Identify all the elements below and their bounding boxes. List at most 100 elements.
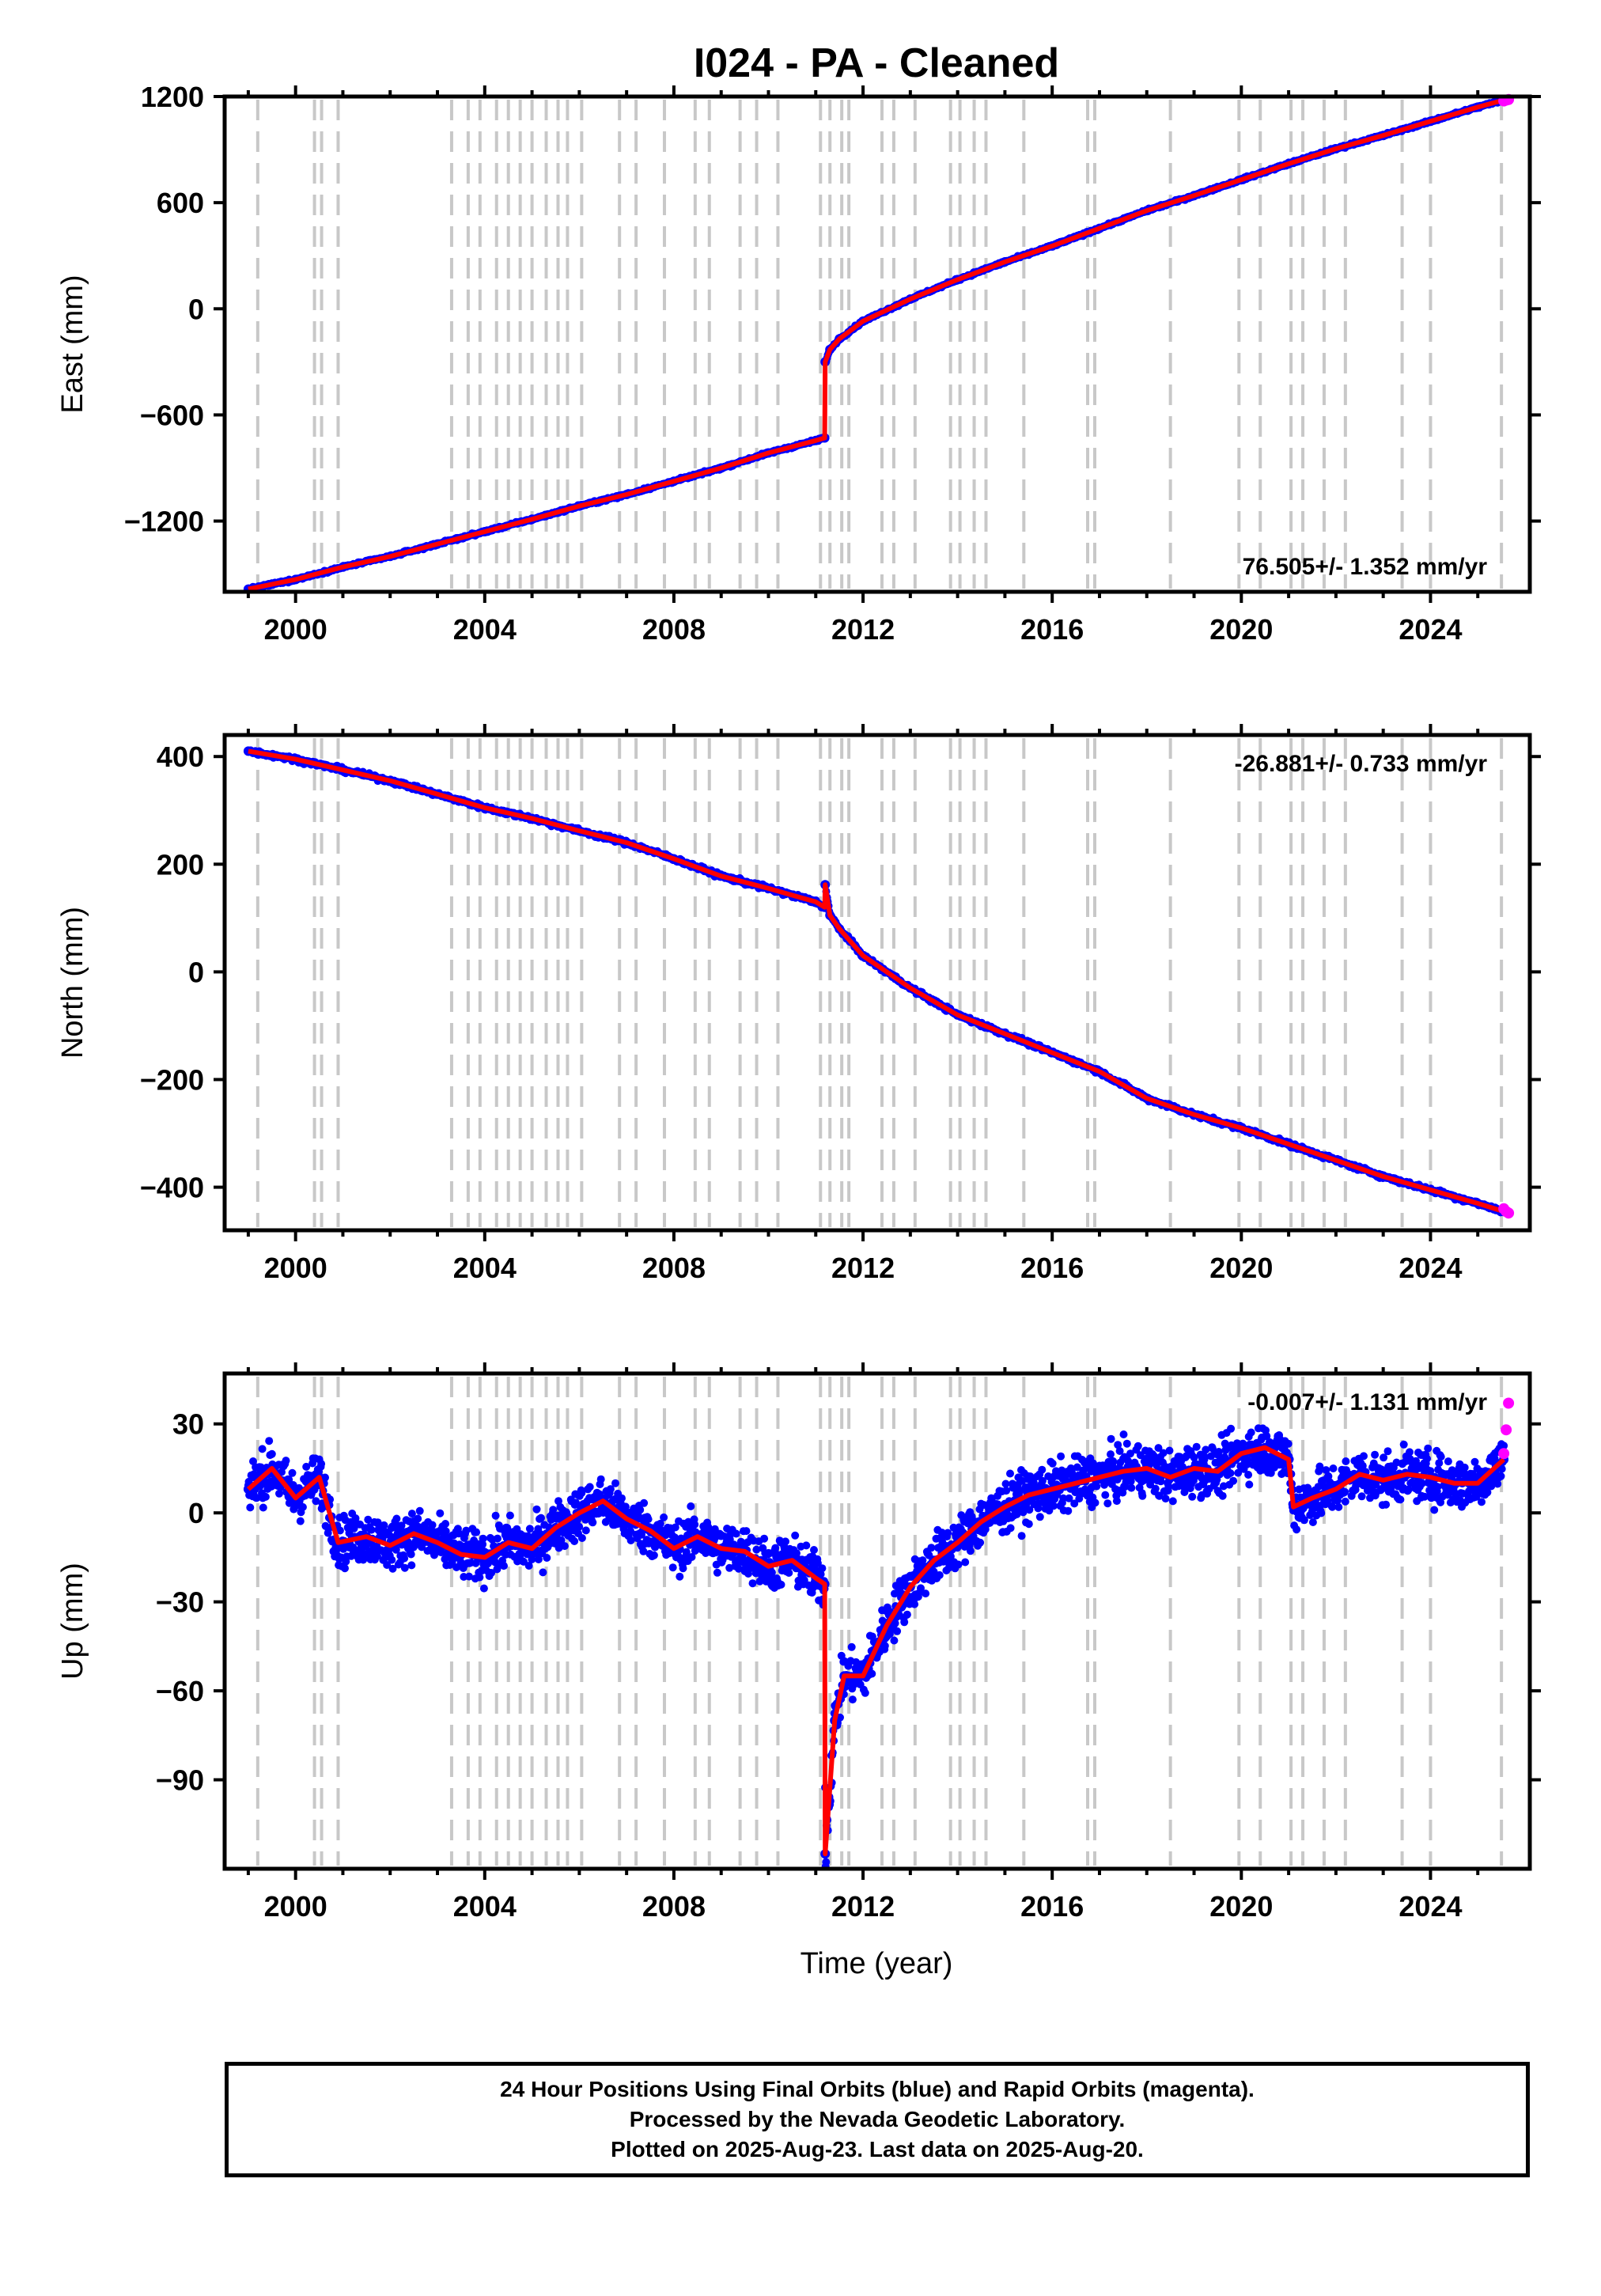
data-point bbox=[679, 1564, 687, 1573]
data-point bbox=[543, 1554, 551, 1562]
y-tick-label: 200 bbox=[157, 848, 204, 881]
data-point bbox=[668, 1563, 677, 1572]
data-point bbox=[660, 1513, 668, 1521]
data-point bbox=[259, 1503, 267, 1512]
x-tick-label: 2000 bbox=[264, 1252, 327, 1284]
data-point bbox=[618, 1494, 626, 1502]
data-point bbox=[922, 1589, 930, 1598]
data-point bbox=[296, 1517, 305, 1525]
data-point bbox=[288, 1468, 297, 1477]
data-point bbox=[282, 1457, 290, 1465]
data-point bbox=[407, 1561, 416, 1570]
data-point bbox=[927, 1544, 936, 1552]
data-point bbox=[596, 1475, 605, 1483]
data-point bbox=[407, 1550, 415, 1559]
data-point bbox=[560, 1542, 569, 1551]
data-point bbox=[732, 1529, 740, 1538]
data-point bbox=[791, 1531, 800, 1540]
data-point bbox=[848, 1695, 857, 1704]
data-point bbox=[900, 1618, 909, 1627]
x-tick-label: 2000 bbox=[264, 613, 327, 646]
y-tick-label: 1200 bbox=[141, 81, 204, 113]
data-point bbox=[491, 1511, 500, 1520]
y-tick-label: 0 bbox=[188, 956, 204, 988]
data-point bbox=[400, 1554, 409, 1563]
data-point bbox=[890, 1636, 899, 1645]
data-point bbox=[472, 1528, 481, 1536]
data-point bbox=[441, 1520, 450, 1528]
up-panel: 2000 2004 2008 2012 2016 2020 2024300−30−60−90… bbox=[56, 1362, 1541, 1923]
y-axis-label: East (mm) bbox=[56, 275, 89, 413]
data-point bbox=[392, 1514, 401, 1523]
north-panel: 2000 2004 2008 2012 2016 2020 20244002000−200−… bbox=[56, 724, 1541, 1284]
x-tick-label: 2020 bbox=[1209, 1252, 1273, 1284]
model-line bbox=[248, 748, 1504, 1214]
data-point bbox=[585, 1483, 594, 1491]
data-point bbox=[785, 1569, 793, 1577]
velocity-label: 76.505+/- 1.352 mm/yr bbox=[1243, 554, 1488, 580]
velocity-label: -26.881+/- 0.733 mm/yr bbox=[1235, 751, 1488, 777]
final-orbits-points bbox=[243, 95, 1509, 594]
y-tick-label: 0 bbox=[188, 293, 204, 325]
data-point bbox=[400, 1563, 409, 1572]
data-point bbox=[258, 1445, 267, 1453]
data-point bbox=[246, 1503, 255, 1512]
data-point bbox=[822, 1858, 831, 1866]
data-point bbox=[687, 1502, 695, 1510]
data-point bbox=[479, 1584, 488, 1593]
x-tick-label: 2016 bbox=[1020, 613, 1084, 646]
y-axis-label: North (mm) bbox=[56, 907, 89, 1059]
data-point bbox=[782, 1537, 789, 1546]
x-tick-label: 2024 bbox=[1399, 613, 1462, 646]
data-point bbox=[267, 1449, 276, 1458]
x-tick-label: 2008 bbox=[642, 613, 706, 646]
x-tick-label: 2020 bbox=[1209, 613, 1273, 646]
y-tick-label: −600 bbox=[140, 399, 204, 431]
data-point bbox=[261, 1492, 270, 1501]
x-tick-label: 2004 bbox=[453, 613, 517, 646]
y-tick-label: 400 bbox=[157, 741, 204, 773]
x-tick-label: 2012 bbox=[831, 613, 895, 646]
data-point bbox=[760, 1534, 769, 1543]
data-point bbox=[810, 1546, 818, 1554]
data-point bbox=[777, 1580, 785, 1589]
data-point bbox=[880, 1642, 889, 1650]
data-point bbox=[640, 1498, 649, 1507]
data-point bbox=[861, 1688, 869, 1697]
data-point bbox=[436, 1509, 445, 1517]
data-point bbox=[539, 1568, 547, 1577]
final-orbits-points bbox=[243, 746, 1509, 1217]
data-point bbox=[570, 1537, 579, 1545]
x-tick-label: 2012 bbox=[831, 1252, 895, 1284]
data-point bbox=[317, 1460, 326, 1468]
x-tick-label: 2024 bbox=[1399, 1252, 1462, 1284]
data-point bbox=[868, 1669, 876, 1678]
rapid-orbit-point bbox=[1503, 1207, 1515, 1219]
data-point bbox=[713, 1568, 721, 1577]
data-point bbox=[494, 1534, 501, 1543]
x-tick-label: 2008 bbox=[642, 1252, 706, 1284]
data-point bbox=[611, 1479, 619, 1487]
data-point bbox=[893, 1627, 902, 1635]
data-point bbox=[742, 1527, 751, 1536]
data-point bbox=[581, 1526, 590, 1535]
chart-title: I024 - PA - Cleaned bbox=[694, 40, 1059, 86]
data-point bbox=[649, 1551, 658, 1559]
y-tick-label: −200 bbox=[140, 1063, 204, 1096]
data-point bbox=[500, 1562, 508, 1570]
data-point bbox=[415, 1506, 424, 1515]
data-point bbox=[644, 1515, 653, 1524]
data-point bbox=[691, 1520, 699, 1529]
x-tick-label: 2016 bbox=[1020, 1252, 1084, 1284]
plot-frame bbox=[222, 94, 1532, 594]
data-point bbox=[748, 1579, 757, 1588]
data-point bbox=[910, 1600, 919, 1608]
data-point bbox=[636, 1506, 645, 1514]
data-point bbox=[903, 1610, 911, 1619]
data-point bbox=[802, 1541, 811, 1550]
data-point bbox=[818, 1564, 827, 1573]
data-point bbox=[265, 1437, 274, 1445]
data-point bbox=[577, 1534, 586, 1542]
data-point bbox=[414, 1514, 422, 1523]
